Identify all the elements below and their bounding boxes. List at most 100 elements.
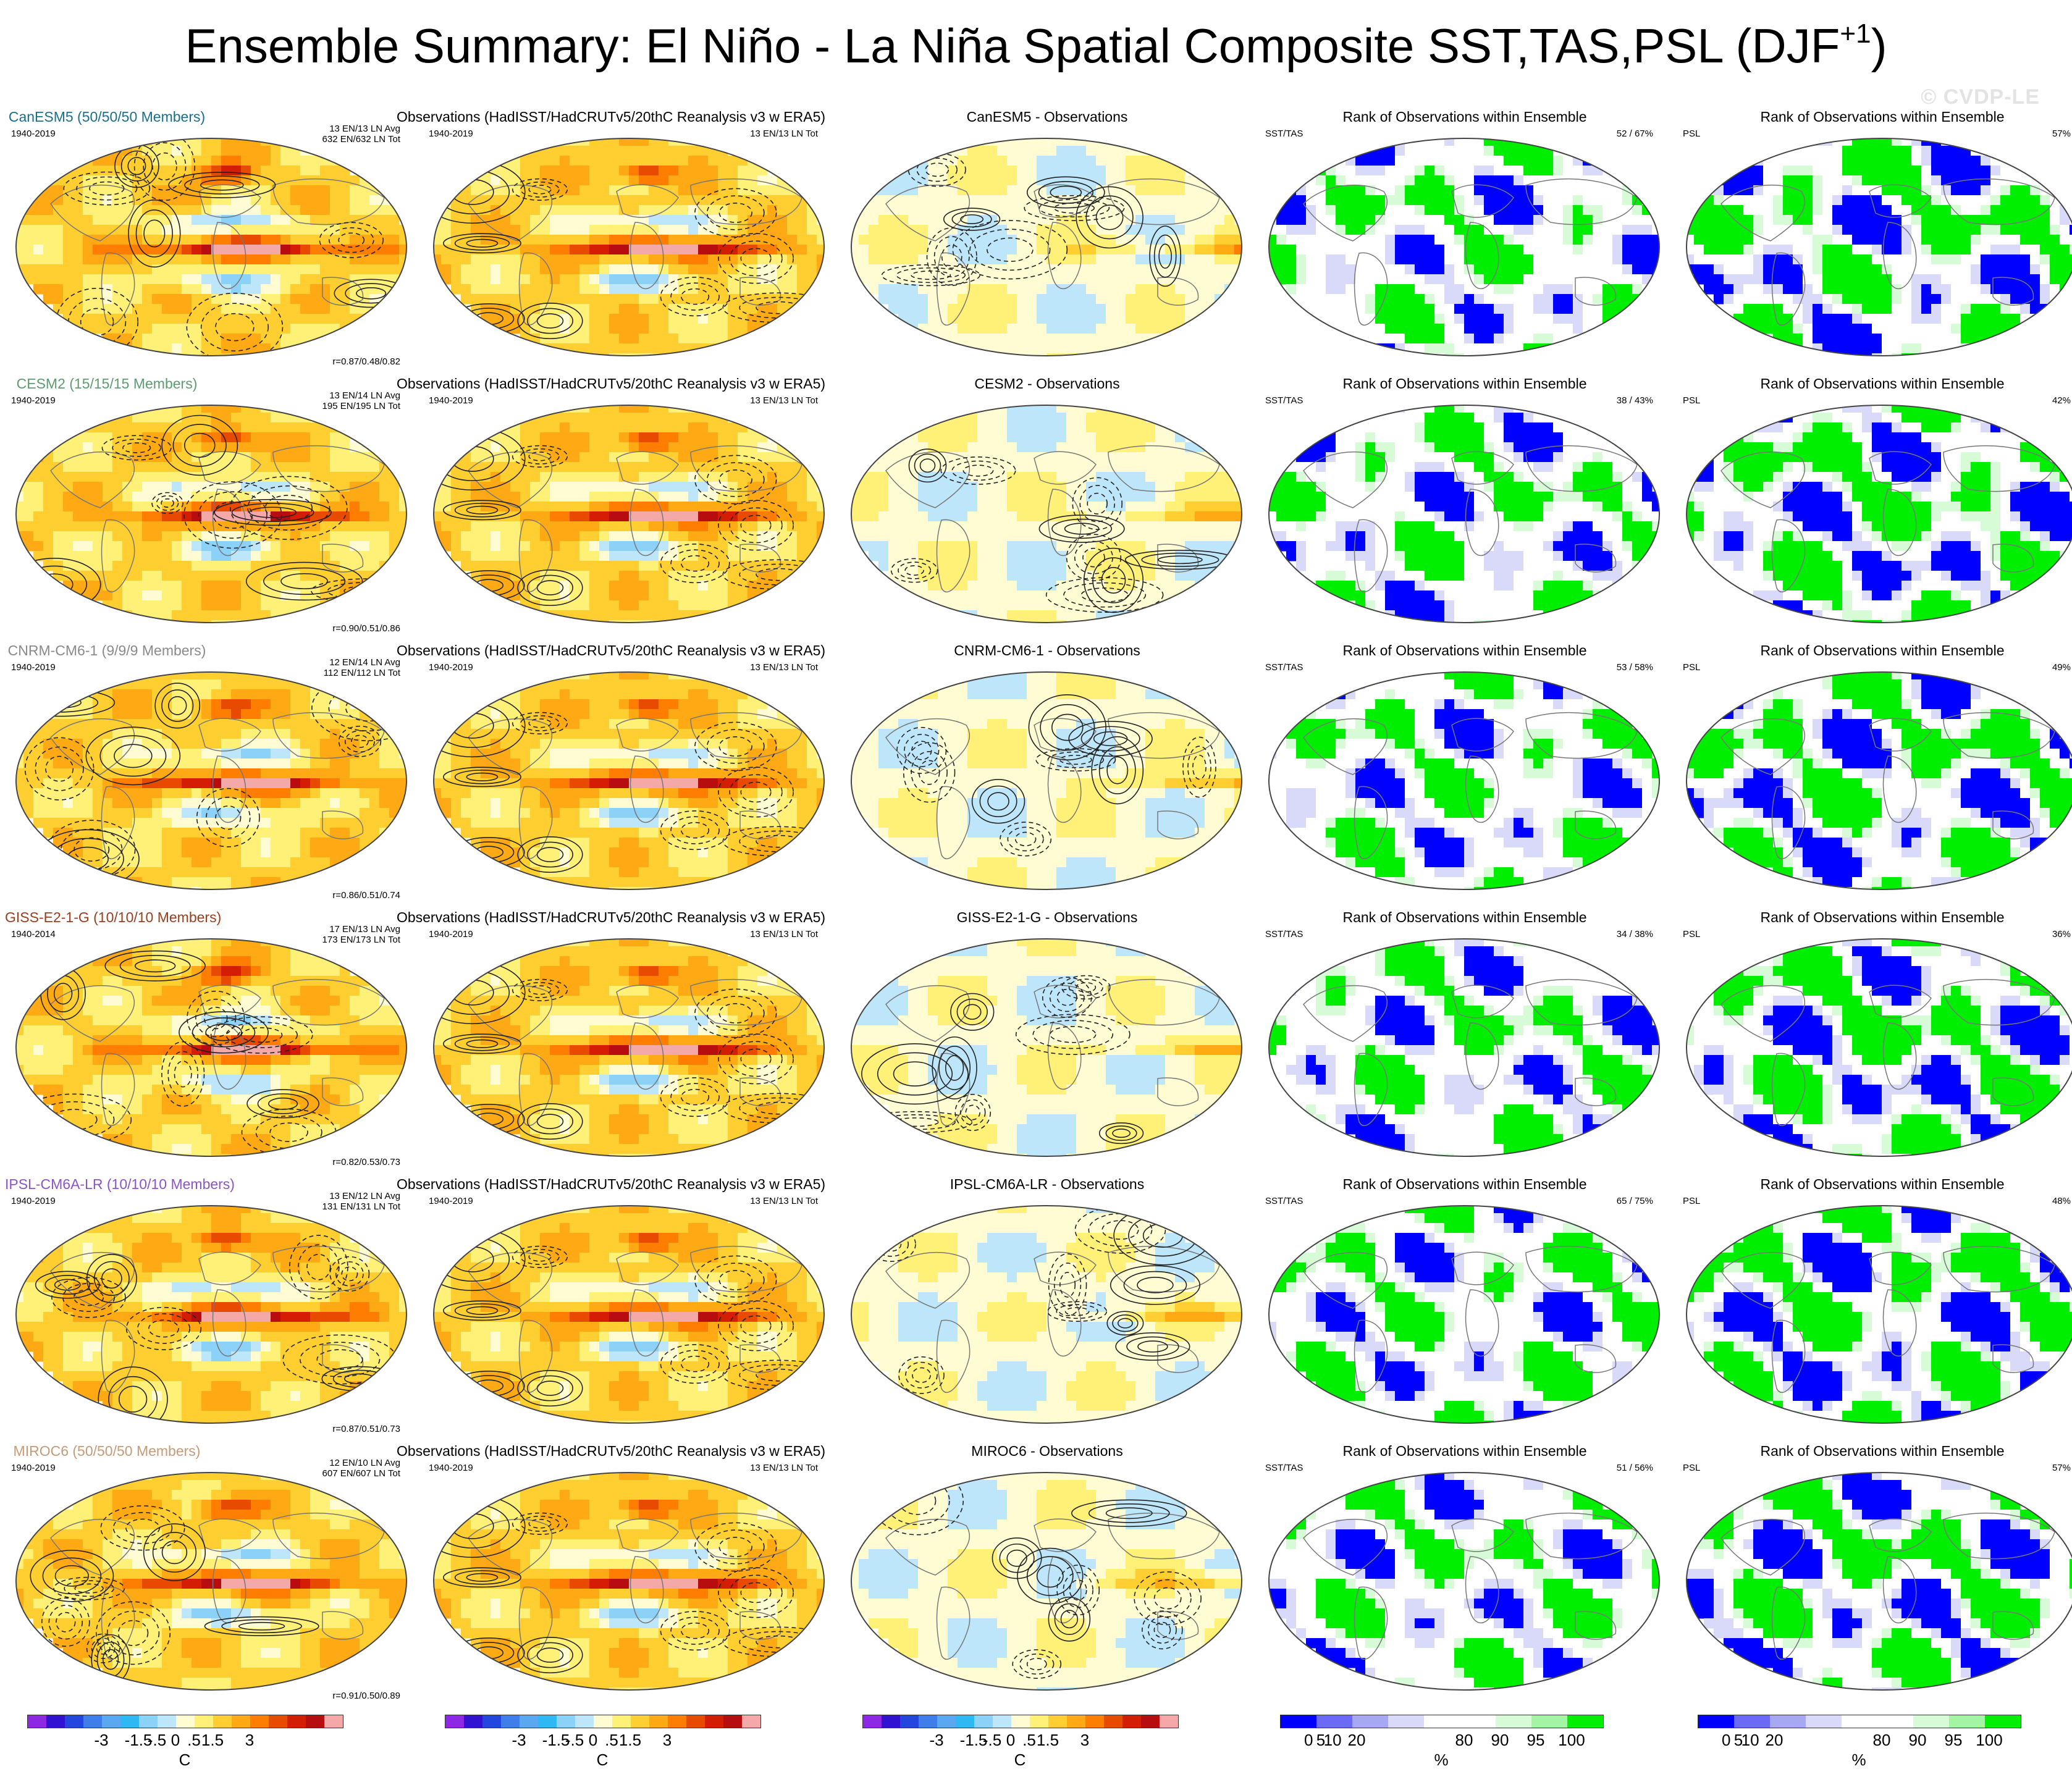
psl-contour — [1042, 977, 1092, 1019]
coastline — [1882, 1556, 1917, 1624]
coastline — [1354, 786, 1388, 859]
psl-contour — [168, 172, 276, 198]
rank-field — [1269, 138, 1659, 356]
model-composite-map — [15, 1205, 407, 1424]
map-border — [1686, 1205, 2072, 1424]
colorbar-box — [956, 1715, 974, 1728]
colorbar-boxes — [27, 1715, 343, 1728]
psl-contour — [969, 229, 1051, 271]
psl-contour — [54, 1565, 90, 1587]
rank-psl-title: Rank of Observations within Ensemble — [1675, 641, 2072, 660]
psl-contour — [1085, 195, 1134, 240]
observations-panel: Observations (HadISST/HadCRUTv5/20thC Re… — [397, 105, 836, 372]
colorbar-box — [520, 1715, 538, 1728]
psl-contour — [174, 1061, 192, 1088]
map-border — [15, 1205, 407, 1424]
psl-contour — [356, 287, 387, 300]
coastline — [1771, 1053, 1806, 1126]
temperature-field — [16, 672, 406, 889]
psl-contour — [706, 462, 765, 497]
psl-contour — [241, 1027, 283, 1043]
colorbar-box — [1011, 1715, 1030, 1728]
model-title: CNRM-CM6-1 (9/9/9 Members) — [5, 641, 209, 660]
map-border — [851, 1205, 1242, 1424]
psl-contour — [527, 1642, 573, 1668]
coastline — [1451, 718, 1514, 752]
psl-contour — [694, 1522, 777, 1572]
psl-contour — [143, 219, 166, 248]
difference-panel: CESM2 - Observations — [840, 372, 1254, 639]
coastline — [1465, 222, 1499, 290]
model-total-count: 112 EN/112 LN Tot — [324, 668, 400, 678]
psl-contour — [999, 1543, 1035, 1573]
rank-psl-map — [1686, 938, 2072, 1157]
psl-contour — [231, 503, 314, 522]
colorbar-tick-label: 0 — [1722, 1731, 1730, 1750]
psl-contour — [896, 267, 966, 284]
coastline — [1451, 451, 1514, 485]
psl-contour — [143, 1523, 206, 1581]
map-border — [433, 671, 825, 890]
coastline — [212, 1556, 246, 1624]
psl-contour — [952, 220, 1068, 280]
psl-contour — [670, 1616, 720, 1645]
psl-contour — [941, 245, 962, 269]
psl-contour — [454, 503, 510, 518]
coastline — [1992, 1344, 2034, 1373]
coastline — [936, 786, 971, 859]
psl-contour — [443, 500, 521, 521]
psl-contour — [122, 442, 151, 453]
psl-contour — [911, 741, 932, 760]
psl-contour — [1026, 1556, 1074, 1596]
rank-sst-map — [1268, 405, 1660, 623]
colorbar-tick-label: -1.5 — [960, 1731, 988, 1750]
coastline — [630, 222, 664, 290]
colorbar-boxes — [445, 1715, 761, 1728]
psl-contour — [184, 175, 260, 195]
colorbar-box — [1496, 1715, 1531, 1728]
temperature-field — [16, 1206, 406, 1423]
psl-contour — [334, 279, 406, 308]
colorbar-box — [232, 1715, 250, 1728]
coastline — [1108, 1245, 1220, 1293]
coastline — [1157, 1611, 1199, 1640]
colorbar-box — [1085, 1715, 1104, 1728]
coastline — [101, 786, 135, 859]
coastline — [616, 451, 679, 485]
rank-psl-map — [1686, 138, 2072, 356]
colorbar-box — [538, 1715, 557, 1728]
psl-contour — [1063, 1572, 1093, 1608]
colorbar-box — [557, 1715, 575, 1728]
psl-contour — [908, 448, 947, 483]
rank-psl-percent: 57% — [2052, 128, 2071, 139]
difference-map — [851, 1205, 1242, 1424]
temperature-field — [434, 138, 824, 356]
psl-contour — [280, 573, 328, 589]
coastline — [1451, 985, 1514, 1019]
coastline — [1047, 1556, 1082, 1624]
rank-psl-map — [1686, 1205, 2072, 1424]
psl-contour — [1072, 477, 1123, 530]
psl-contour — [1187, 746, 1211, 789]
coastline — [630, 1289, 664, 1357]
psl-contour — [41, 1597, 90, 1647]
psl-contour — [152, 1532, 197, 1573]
temperature-field — [851, 939, 1242, 1156]
coastline — [616, 985, 679, 1019]
coastline — [1720, 1518, 1806, 1576]
rank-sst-title: Rank of Observations within Ensemble — [1258, 641, 1672, 660]
colorbar-box — [28, 1715, 46, 1728]
temperature-field — [851, 138, 1242, 356]
observations-panel: Observations (HadISST/HadCRUTv5/20thC Re… — [397, 1439, 836, 1706]
colorbar-box — [176, 1715, 195, 1728]
psl-contour — [221, 1619, 303, 1634]
psl-contour — [706, 1529, 765, 1565]
psl-contour — [527, 574, 573, 601]
psl-contour — [718, 203, 752, 223]
colorbar-box — [1806, 1715, 1842, 1728]
psl-contour — [1068, 720, 1153, 757]
psl-contour — [1098, 1122, 1144, 1145]
psl-contour — [128, 199, 181, 268]
rank-psl-percent: 49% — [2052, 662, 2071, 673]
psl-contour — [1045, 577, 1164, 613]
